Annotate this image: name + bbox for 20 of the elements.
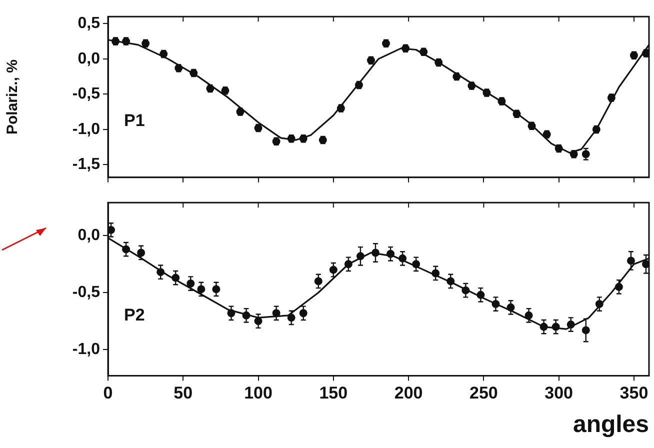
y-tick-label: -1,0 — [72, 120, 100, 138]
y-tick-label: -1,5 — [72, 156, 100, 174]
x-tick-label: 50 — [174, 384, 193, 403]
annotation: P1 — [124, 110, 145, 130]
y-tick-label: 0,0 — [78, 227, 100, 244]
annotation: P2 — [124, 305, 145, 324]
x-tick-label: 100 — [244, 384, 272, 403]
x-tick-label: 350 — [620, 384, 648, 403]
x-tick-label: 150 — [319, 384, 348, 403]
x-axis-title: angles — [572, 411, 649, 438]
x-tick-label: 0 — [103, 384, 113, 403]
y-tick-label: -0,5 — [72, 284, 100, 302]
y-axis-title: Polariz., % — [4, 59, 22, 135]
x-tick-label: 200 — [394, 384, 423, 403]
y-tick-label: -0,5 — [72, 86, 100, 103]
x-tick-label: 250 — [470, 384, 498, 403]
y-tick-label: 0,0 — [78, 50, 100, 68]
x-tick-label: 300 — [544, 384, 574, 403]
y-tick-label: 0,5 — [78, 15, 100, 32]
y-tick-label: -1,0 — [72, 341, 100, 358]
